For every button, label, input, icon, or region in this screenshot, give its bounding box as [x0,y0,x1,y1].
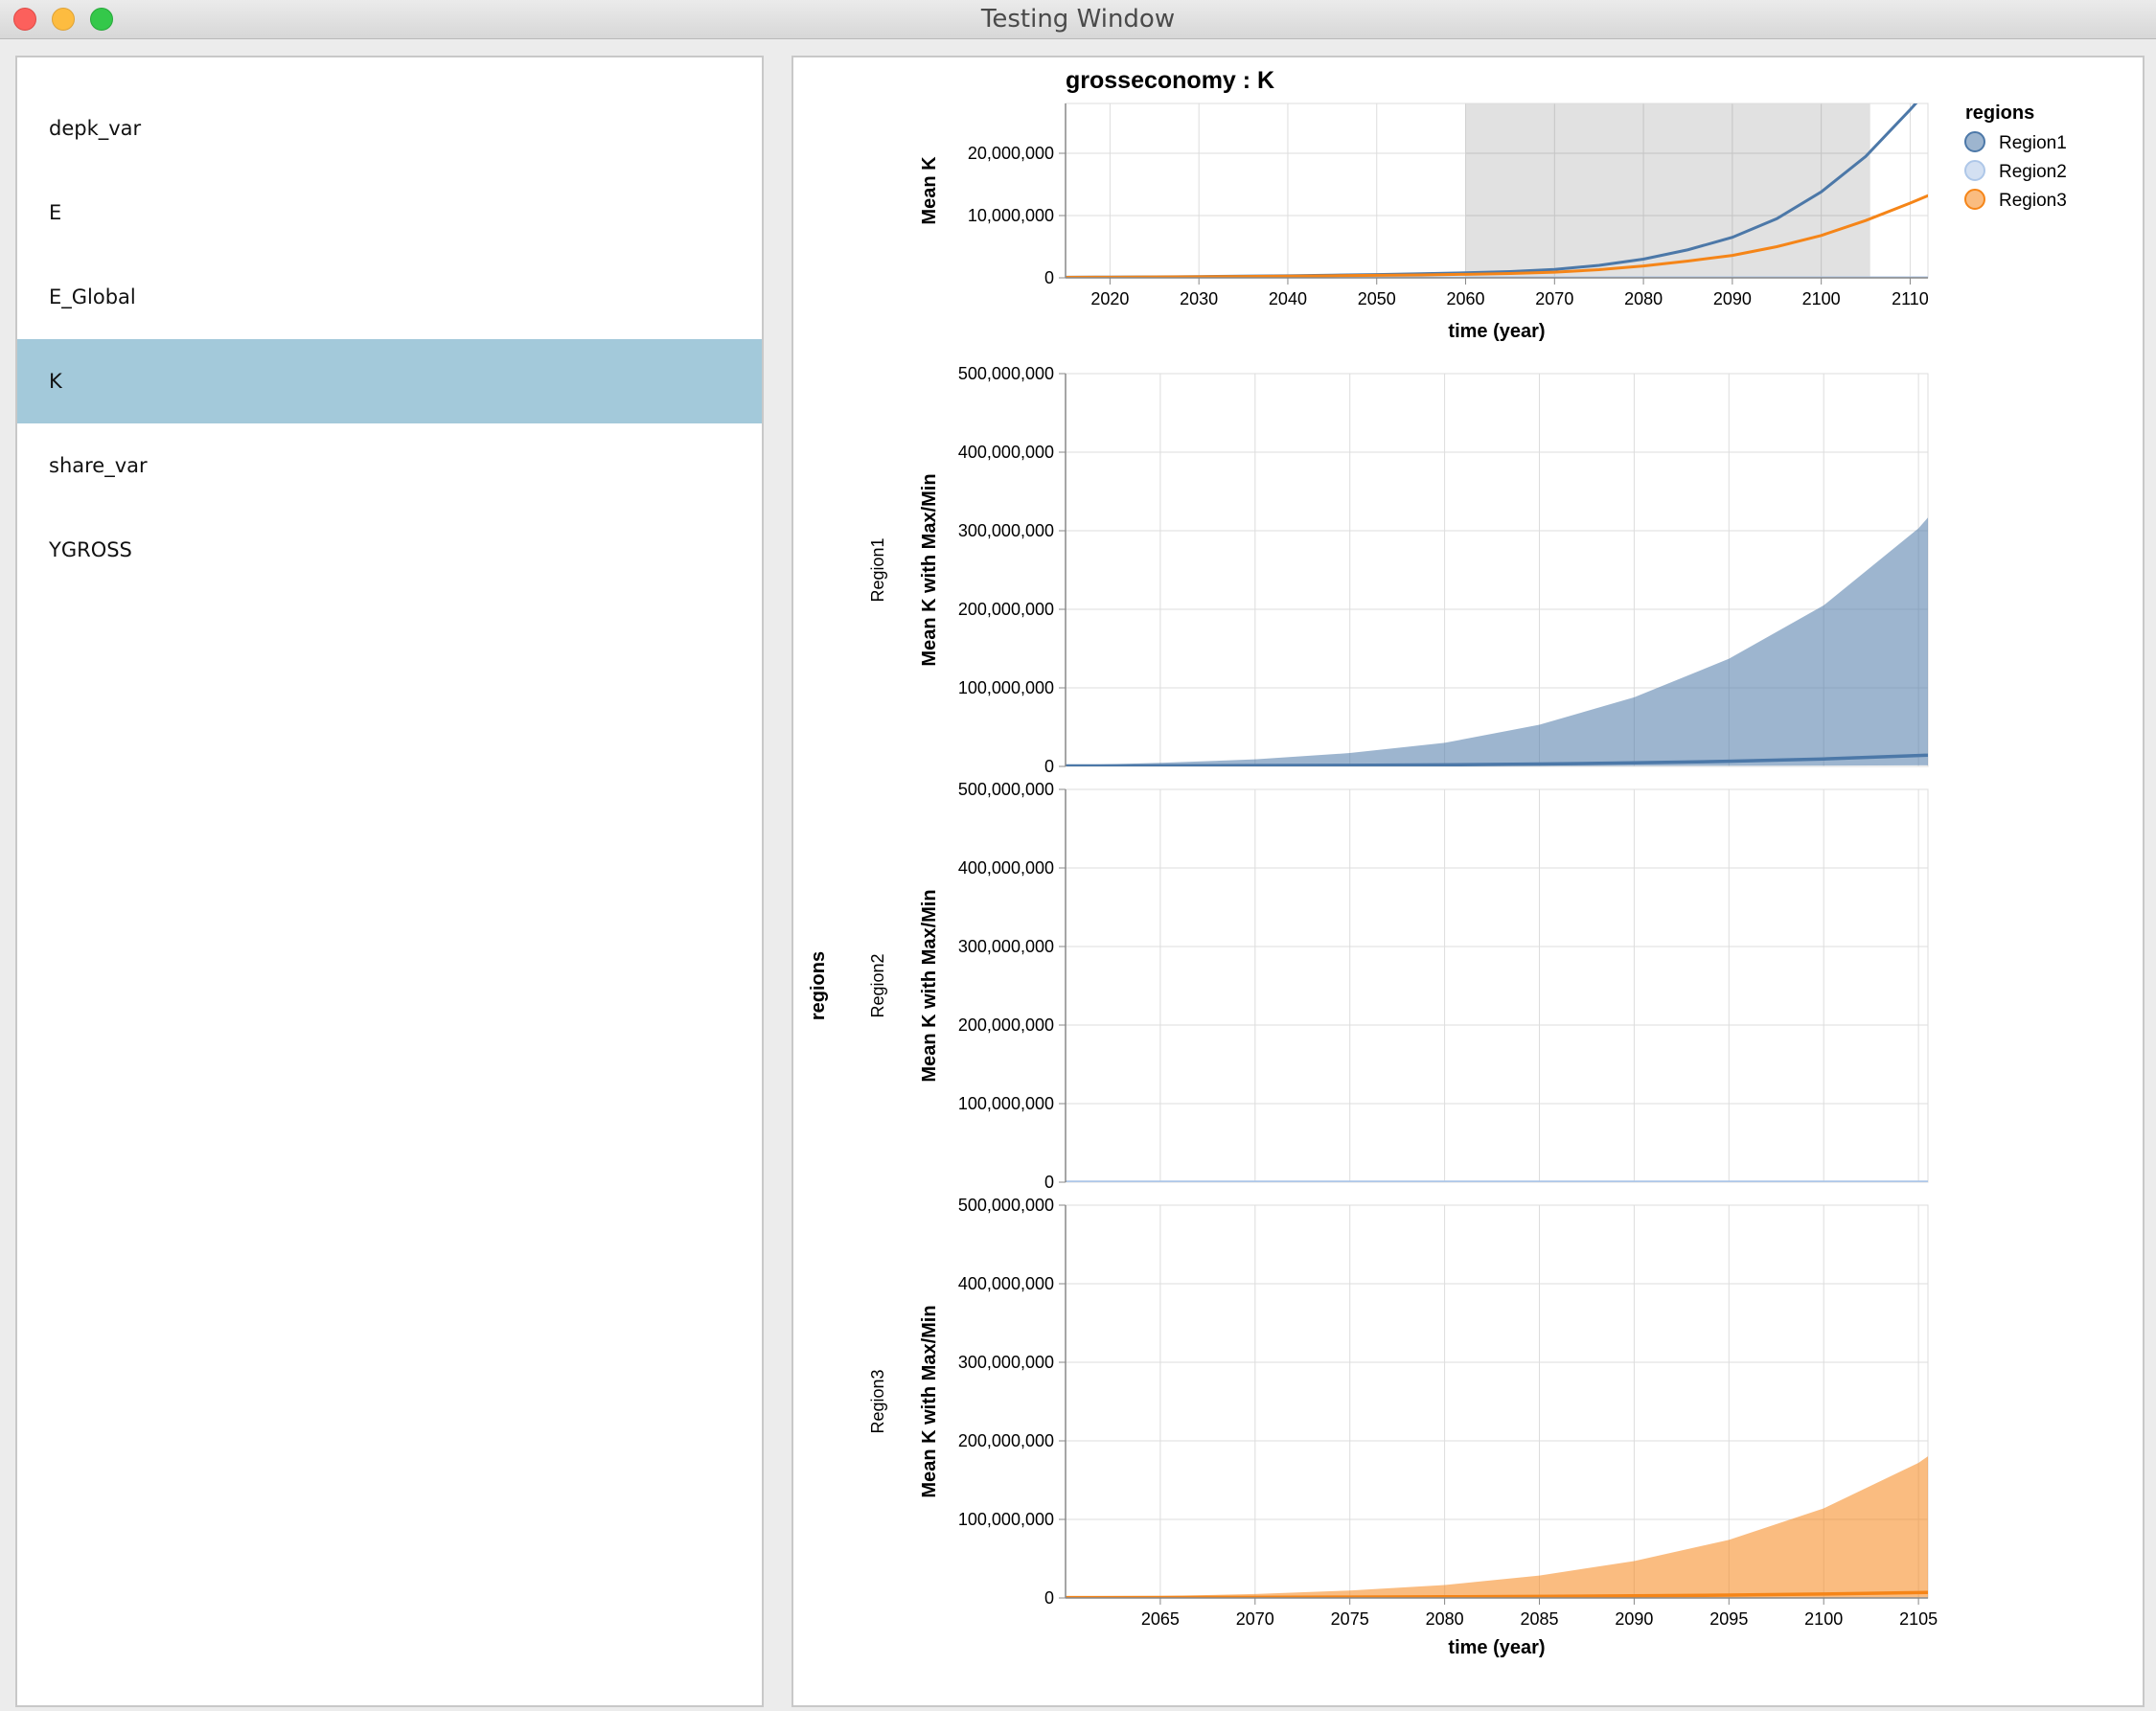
list-item-k[interactable]: K [17,339,762,423]
facet-panel-region2: 0 100,000,000 200,000,000 300,000,000 400,00… [868,780,1929,1192]
legend-title: regions [1965,103,2034,124]
facet-chart: 0 100,000,000 200,000,000 300,000,000 400,00… [808,364,1938,1658]
y-tick-label: 100,000,000 [958,1094,1054,1113]
list-item-label: E [49,201,62,224]
range-area-region1 [1066,517,1928,766]
y-axis-title: Mean K [919,156,940,225]
list-item-label: YGROSS [49,538,132,561]
range-area-region3 [1066,1456,1928,1598]
legend-symbol-region3 [1964,189,1985,210]
x-tick-label: 2060 [1447,289,1485,308]
x-tick-label: 2110 [1892,289,1929,308]
window-title: Testing Window [980,5,1176,34]
list-item-label: E_Global [49,285,136,308]
x-tick-label: 2090 [1615,1609,1653,1629]
x-tick-label: 2065 [1141,1609,1180,1629]
y-tick-label: 0 [1044,1588,1054,1608]
overview-chart: 2020 2030 2040 2050 2060 2070 2080 2090 2100 2110… [919,67,2067,342]
y-tick-label: 100,000,000 [958,1510,1054,1529]
brush-selection [1465,103,1870,278]
x-tick-label: 2070 [1236,1609,1274,1629]
legend-label: Region2 [1999,162,2067,182]
list-item-label: depk_var [49,117,142,140]
x-tick-label: 2085 [1520,1609,1558,1629]
variable-list[interactable]: depk_var E E_Global K share_var YGROSS [15,56,764,1707]
y-tick-label: 100,000,000 [958,678,1054,697]
legend-label: Region3 [1999,191,2067,211]
close-window-button[interactable] [13,8,36,31]
x-tick-label: 2080 [1426,1609,1464,1629]
y-tick-label: 500,000,000 [958,1196,1054,1215]
x-tick-label: 2105 [1899,1609,1938,1629]
title-bar: Testing Window [0,0,2156,39]
y-tick-label: 400,000,000 [958,443,1054,462]
y-tick-label: 20,000,000 [968,144,1054,163]
legend-label: Region1 [1999,133,2067,153]
list-item-share-var[interactable]: share_var [17,423,762,508]
x-tick-label: 2070 [1535,289,1573,308]
list-item-label: share_var [49,454,148,477]
list-item-e[interactable]: E [17,171,762,255]
y-tick-label: 300,000,000 [958,1353,1054,1372]
x-tick-label: 2090 [1713,289,1752,308]
facet-panel-region3: 0 100,000,000 200,000,000 300,000,000 400,00… [868,1196,1929,1608]
y-tick-label: 500,000,000 [958,364,1054,383]
x-tick-label: 2100 [1804,1609,1843,1629]
plot-frame [1065,788,1929,1183]
charts-svg[interactable]: 2020 2030 2040 2050 2060 2070 2080 2090 2100 2110… [793,57,2143,1705]
x-tick-label: 2040 [1269,289,1307,308]
list-item-e-global[interactable]: E_Global [17,255,762,339]
y-tick-label: 200,000,000 [958,1431,1054,1450]
y-axis-title: Mean K with Max/Min [919,1305,940,1497]
facet-row-label: Region1 [868,537,887,602]
y-tick-label: 0 [1044,268,1054,287]
minimize-window-button[interactable] [52,8,75,31]
facet-row-label: Region3 [868,1369,887,1433]
facet-panel-region1: 0 100,000,000 200,000,000 300,000,000 400,00… [868,364,1929,776]
y-tick-label: 300,000,000 [958,521,1054,540]
x-axis-title: time (year) [1448,321,1545,342]
chart-panel: 2020 2030 2040 2050 2060 2070 2080 2090 2100 2110… [791,56,2145,1707]
y-tick-label: 300,000,000 [958,937,1054,956]
y-tick-label: 400,000,000 [958,858,1054,878]
list-item-label: K [49,370,62,393]
x-tick-label: 2020 [1090,289,1129,308]
x-tick-label: 2080 [1624,289,1663,308]
list-item-depk-var[interactable]: depk_var [17,86,762,171]
x-tick-label: 2100 [1802,289,1841,308]
y-axis-title: Mean K with Max/Min [919,889,940,1082]
legend-symbol-region1 [1964,131,1985,152]
zoom-window-button[interactable] [90,8,113,31]
x-tick-label: 2050 [1358,289,1396,308]
y-tick-label: 200,000,000 [958,600,1054,619]
y-tick-label: 400,000,000 [958,1274,1054,1293]
series-line-region3 [1066,194,1928,278]
y-tick-label: 0 [1044,757,1054,776]
x-tick-label: 2030 [1180,289,1218,308]
y-axis-title: Mean K with Max/Min [919,473,940,666]
list-item-ygross[interactable]: YGROSS [17,508,762,592]
y-tick-label: 0 [1044,1173,1054,1192]
y-tick-label: 10,000,000 [968,206,1054,225]
facet-title: regions [808,951,829,1020]
legend-symbol-region2 [1964,160,1985,181]
x-tick-label: 2095 [1709,1609,1748,1629]
mean-line-region1 [1066,753,1928,766]
y-tick-label: 500,000,000 [958,780,1054,799]
chart-title: grosseconomy : K [1066,67,1274,94]
x-tick-label: 2075 [1331,1609,1369,1629]
y-tick-label: 200,000,000 [958,1015,1054,1035]
x-axis-title: time (year) [1448,1637,1545,1658]
facet-row-label: Region2 [868,953,887,1017]
